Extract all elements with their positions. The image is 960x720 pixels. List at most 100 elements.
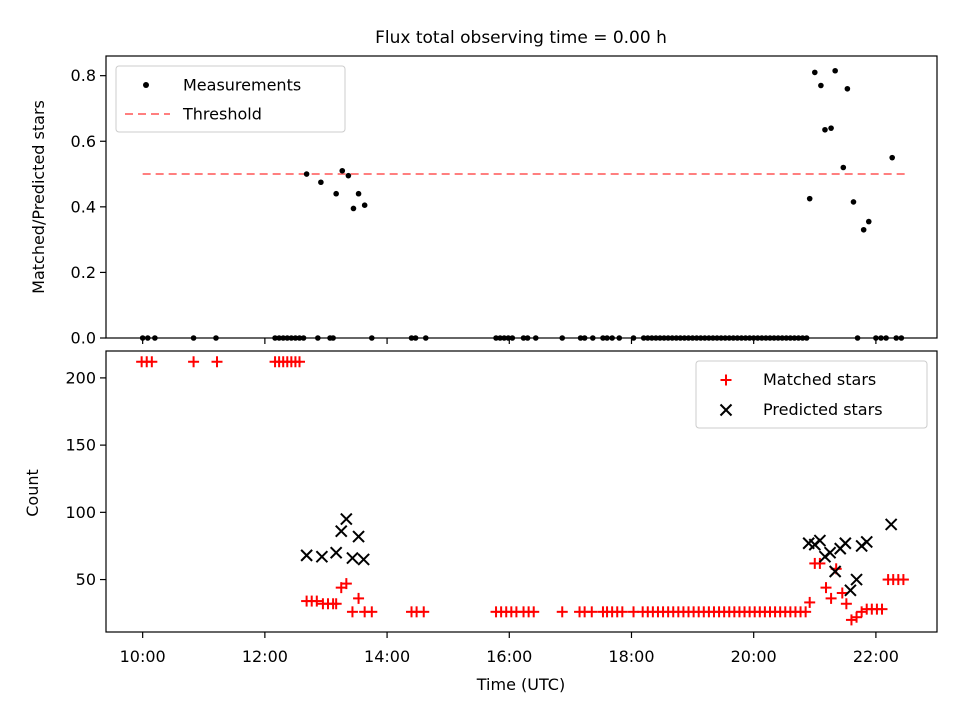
predicted-point-b xyxy=(802,537,815,550)
x-tick-label: 10:00 xyxy=(120,647,166,666)
matched-point xyxy=(825,592,837,604)
measurement-point xyxy=(493,335,499,341)
bottom-y-axis-label: Count xyxy=(23,469,42,517)
measurement-point xyxy=(661,335,667,341)
measurement-point xyxy=(763,335,769,341)
measurement-point xyxy=(505,335,512,341)
bottom-x-ticks: 10:00 12:00 14:00 16:00 18:00 20:00 22:00 xyxy=(120,632,899,666)
measurement-point xyxy=(581,335,588,341)
measurement-point xyxy=(697,335,704,341)
bottom-y-ticks: 50 100 150 200 xyxy=(65,368,106,589)
measurement-point xyxy=(806,195,813,202)
predicted-point-b xyxy=(335,524,348,538)
matched-point xyxy=(528,606,540,618)
measurement-point xyxy=(408,335,415,341)
measurement-point xyxy=(669,335,676,341)
matched-point xyxy=(346,606,358,618)
predicted-point-b xyxy=(329,546,343,559)
bottom-y-tick-label: 150 xyxy=(65,436,96,455)
measurement-point xyxy=(693,335,700,341)
measurement-point xyxy=(742,335,749,341)
measurement-point xyxy=(865,218,872,225)
predicted-point-b xyxy=(300,549,313,562)
measurement-point xyxy=(893,335,900,341)
legend-predicted-cross xyxy=(719,403,733,417)
measurement-point xyxy=(657,335,663,341)
legend-threshold-label: Threshold xyxy=(182,105,262,124)
measurement-point xyxy=(718,335,724,341)
measurement-point xyxy=(288,335,295,341)
legend-predicted-label: Predicted stars xyxy=(763,400,883,419)
measurement-point xyxy=(589,335,596,341)
measurement-point xyxy=(706,335,712,341)
measurement-point xyxy=(318,179,324,186)
predicted-point xyxy=(828,565,842,578)
measurement-point xyxy=(653,335,659,341)
bottom-y-tick-label: 50 xyxy=(76,570,96,589)
predicted-point xyxy=(300,549,313,562)
predicted-point xyxy=(844,584,857,597)
matched-point xyxy=(616,606,628,618)
measurement-point xyxy=(630,335,637,341)
predicted-point-b xyxy=(828,565,842,578)
measurement-point xyxy=(702,335,708,341)
measurement-point xyxy=(791,335,798,341)
legend-matched-label: Matched stars xyxy=(763,370,876,389)
top-y-axis-label: Matched/Predicted stars xyxy=(29,100,48,294)
measurement-point xyxy=(754,335,761,341)
measurement-point xyxy=(844,85,851,92)
measurement-point xyxy=(726,335,733,341)
matched-point xyxy=(876,603,888,615)
measurement-point xyxy=(734,335,741,341)
measurement-point xyxy=(811,69,818,76)
measurement-point xyxy=(854,335,861,341)
predicted-point xyxy=(850,573,863,586)
matched-point xyxy=(353,592,365,604)
measurement-point xyxy=(840,164,847,171)
legend-predicted-cross-b xyxy=(719,403,733,417)
measurement-point xyxy=(144,335,151,341)
measurement-point xyxy=(355,190,362,197)
measurement-point xyxy=(673,335,680,341)
measurement-point xyxy=(714,335,720,341)
measurement-point xyxy=(497,335,503,341)
predicted-stars-points xyxy=(300,512,898,597)
predicted-point-b xyxy=(823,546,837,559)
measurement-point xyxy=(689,335,696,341)
matched-point xyxy=(418,606,430,618)
measurement-point xyxy=(828,125,834,131)
predicted-point xyxy=(839,537,852,550)
measurement-point xyxy=(559,335,566,341)
x-axis-label: Time (UTC) xyxy=(476,675,565,694)
measurement-point xyxy=(730,335,737,341)
legend-measurements-marker xyxy=(143,82,149,88)
measurement-point xyxy=(339,167,346,174)
predicted-point xyxy=(823,546,837,559)
measurement-point xyxy=(860,226,867,233)
matched-point xyxy=(856,606,868,618)
legend-matched-plus xyxy=(720,374,732,386)
predicted-point-b xyxy=(844,584,857,597)
measurement-points xyxy=(139,67,905,341)
predicted-point xyxy=(329,546,343,559)
legend-predicted-marker xyxy=(719,403,733,417)
predicted-point-b xyxy=(813,534,827,547)
measurement-point xyxy=(300,335,307,341)
measurement-point xyxy=(532,335,539,341)
predicted-point xyxy=(860,535,873,549)
measurement-point xyxy=(677,335,684,341)
bottom-y-tick-label: 100 xyxy=(65,503,96,522)
measurement-point xyxy=(296,335,303,341)
predicted-point-b xyxy=(884,518,898,531)
measurement-point xyxy=(889,154,895,161)
legend-matched-marker xyxy=(720,374,732,386)
chart-title: Flux total observing time = 0.00 h xyxy=(375,28,667,48)
top-legend-frame xyxy=(115,65,346,133)
measurement-point xyxy=(501,335,507,341)
legend-measurements-label: Measurements xyxy=(183,76,301,95)
bottom-legend-frame xyxy=(695,360,928,429)
measurement-point xyxy=(412,335,419,341)
measurement-point xyxy=(644,335,651,341)
measurement-point xyxy=(609,335,615,341)
matched-point xyxy=(851,611,863,623)
